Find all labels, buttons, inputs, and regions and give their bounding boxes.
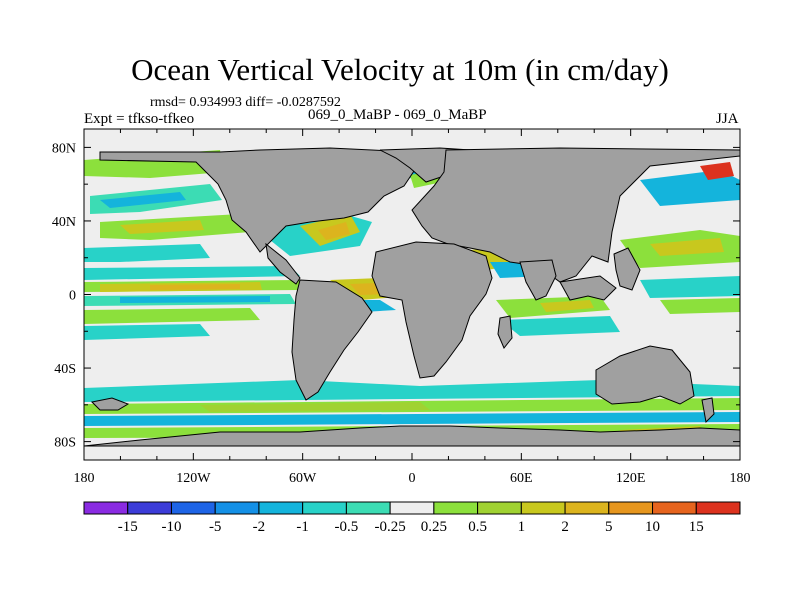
land-madagascar bbox=[497, 315, 513, 349]
contour-band bbox=[650, 238, 724, 256]
contour-band bbox=[84, 324, 210, 340]
x-tick-label: 60W bbox=[289, 471, 317, 486]
colorbar-label: -5 bbox=[209, 519, 222, 535]
colorbar-swatch bbox=[258, 501, 304, 515]
x-tick-label: 60E bbox=[510, 471, 533, 486]
contour-band bbox=[84, 266, 300, 280]
contour-band bbox=[120, 296, 270, 303]
land-masses bbox=[84, 147, 740, 447]
colorbar-label: 10 bbox=[645, 519, 660, 535]
colorbar-swatch bbox=[345, 501, 391, 515]
y-axis: 80N 40N 0 40S 80S bbox=[52, 141, 740, 451]
contour-band bbox=[660, 298, 740, 314]
colorbar: -15 -10 -5 -2 -1 -0.5 -0.25 0.25 0.5 1 2 5 10 15 bbox=[83, 501, 741, 535]
case-label: 069_0_MaBP - 069_0_MaBP bbox=[308, 107, 487, 123]
y-tick-label: 80S bbox=[54, 436, 76, 451]
land-new-zealand bbox=[701, 397, 715, 424]
contour-band bbox=[540, 300, 594, 312]
land-central-america bbox=[265, 242, 301, 285]
colorbar-swatch bbox=[83, 501, 129, 515]
contour-band bbox=[500, 316, 620, 336]
contour-band bbox=[84, 380, 740, 402]
contour-band bbox=[100, 192, 186, 208]
colorbar-label: 5 bbox=[605, 519, 613, 535]
contour-band bbox=[640, 170, 740, 206]
colorbar-swatch bbox=[389, 501, 435, 515]
colorbar-swatch bbox=[433, 501, 479, 515]
colorbar-swatch bbox=[214, 501, 260, 515]
land-southeast-asia bbox=[559, 275, 617, 301]
contour-band bbox=[150, 284, 240, 290]
colorbar-label: -1 bbox=[296, 519, 309, 535]
y-tick-label: 40N bbox=[52, 215, 76, 230]
colorbar-label: -2 bbox=[253, 519, 266, 535]
y-tick-label: 40S bbox=[54, 362, 76, 377]
colorbar-label: -0.25 bbox=[375, 519, 406, 535]
land-antarctic-islands bbox=[90, 397, 130, 411]
land-japan bbox=[613, 247, 641, 291]
y-tick-label: 80N bbox=[52, 141, 76, 156]
colorbar-label: -15 bbox=[118, 519, 138, 535]
colorbar-label: -0.5 bbox=[335, 519, 359, 535]
contour-band bbox=[84, 308, 260, 324]
contour-band bbox=[640, 276, 740, 298]
land-india bbox=[519, 259, 557, 301]
x-axis: 180 120W 60W 0 60E 120E 180 bbox=[74, 129, 751, 486]
colorbar-swatch bbox=[520, 501, 566, 515]
colorbar-swatch bbox=[127, 501, 172, 515]
contour-band bbox=[84, 412, 740, 426]
x-tick-label: 0 bbox=[409, 471, 416, 486]
land-africa bbox=[371, 241, 493, 379]
colorbar-label: -10 bbox=[161, 519, 181, 535]
x-tick-label: 180 bbox=[74, 471, 95, 486]
contour-band bbox=[318, 222, 350, 240]
colorbar-swatch bbox=[564, 501, 610, 515]
colorbar-swatch bbox=[170, 501, 216, 515]
colorbar-swatch bbox=[608, 501, 654, 515]
colorbar-swatch bbox=[695, 501, 741, 515]
land-australia bbox=[595, 345, 695, 405]
experiment-label: Expt = tfkso-tfkeo bbox=[84, 111, 195, 127]
season-label: JJA bbox=[716, 111, 739, 127]
contour-band bbox=[200, 402, 430, 412]
x-tick-label: 180 bbox=[730, 471, 751, 486]
colorbar-label: 1 bbox=[518, 519, 526, 535]
contour-band bbox=[700, 162, 734, 180]
colorbar-label: 2 bbox=[561, 519, 569, 535]
contour-band bbox=[84, 244, 210, 262]
land-south-america bbox=[291, 279, 373, 401]
colorbar-label: 15 bbox=[689, 519, 704, 535]
x-tick-label: 120E bbox=[616, 471, 646, 486]
x-tick-label: 120W bbox=[176, 471, 211, 486]
colorbar-swatch bbox=[302, 501, 347, 515]
colorbar-swatch bbox=[477, 501, 522, 515]
colorbar-swatch bbox=[652, 501, 697, 515]
colorbar-label: 0.5 bbox=[468, 519, 487, 535]
y-tick-label: 0 bbox=[69, 289, 76, 304]
colorbar-label: 0.25 bbox=[421, 519, 447, 535]
chart-title: Ocean Vertical Velocity at 10m (in cm/da… bbox=[131, 52, 669, 87]
land-antarctica bbox=[84, 425, 740, 447]
stats-label: rmsd= 0.934993 diff= -0.0287592 bbox=[150, 95, 341, 110]
velocity-field bbox=[84, 147, 740, 447]
contour-band bbox=[120, 220, 204, 234]
